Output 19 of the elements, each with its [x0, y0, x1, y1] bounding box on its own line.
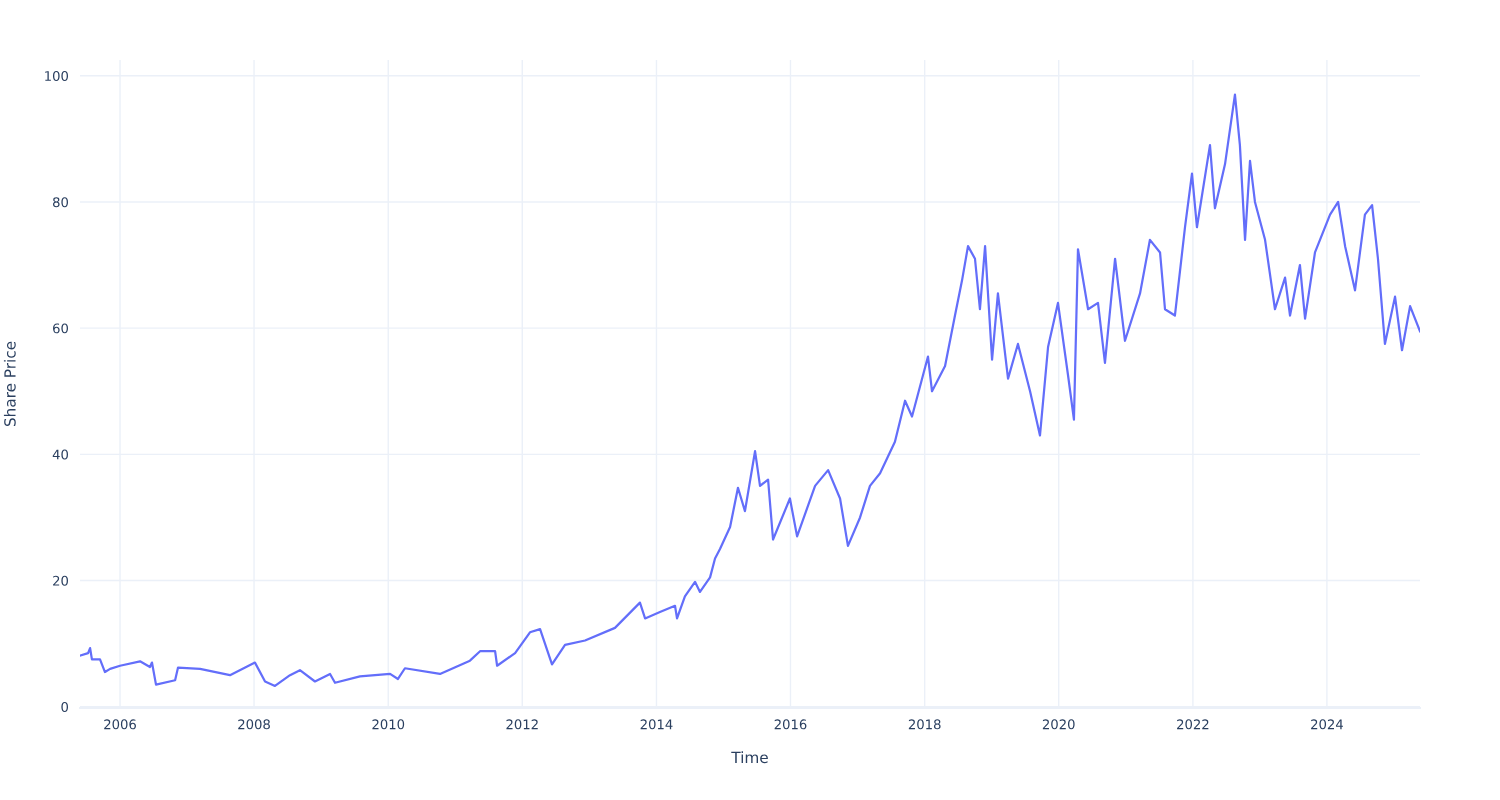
x-tick-label: 2012: [506, 719, 538, 730]
x-tick-label: 2006: [104, 719, 136, 730]
x-tick-label: 2016: [774, 719, 807, 730]
y-tick-label: 0: [61, 701, 69, 712]
x-tick-label: 2024: [1311, 719, 1343, 730]
x-tick-label: 2020: [1042, 719, 1075, 730]
x-tick-label: 2022: [1177, 719, 1209, 730]
x-tick-label: 2010: [372, 719, 405, 730]
x-tick-label: 2014: [640, 719, 673, 730]
y-tick-label: 100: [45, 70, 69, 81]
x-axis-title: Time: [731, 751, 768, 764]
y-tick-label: 80: [52, 197, 69, 208]
line-series: [80, 93, 1420, 688]
x-tick-label: 2008: [238, 719, 270, 730]
y-tick-label: 40: [52, 449, 69, 460]
x-tick-label: 2018: [908, 719, 941, 730]
y-tick-label: 20: [53, 575, 69, 586]
y-axis-title: Share Price: [3, 341, 16, 427]
y-tick-label: 60: [53, 323, 69, 334]
